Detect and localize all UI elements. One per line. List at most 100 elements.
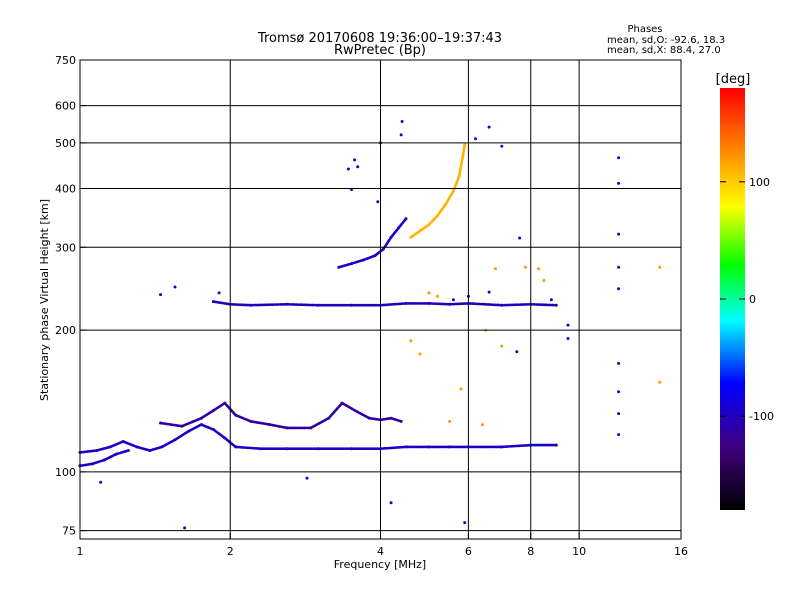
- echo-point: [418, 229, 422, 233]
- echo-point: [180, 424, 184, 428]
- y-tick-label: 200: [55, 324, 76, 337]
- echo-point: [617, 412, 621, 416]
- echo-point: [126, 449, 130, 452]
- echo-point: [617, 390, 621, 394]
- echo-point: [566, 337, 570, 340]
- echo-point: [549, 298, 553, 302]
- echo-point: [409, 339, 413, 343]
- echo-point: [554, 443, 558, 447]
- echo-point: [397, 226, 401, 230]
- series-trace-5: [409, 143, 466, 239]
- echo-point: [350, 447, 354, 451]
- echo-point: [435, 294, 439, 298]
- echo-point: [285, 426, 289, 430]
- echo-point: [285, 302, 289, 306]
- series-trace-4: [337, 217, 408, 269]
- echo-point: [404, 301, 408, 305]
- echo-point: [114, 452, 118, 456]
- echo-point: [389, 501, 393, 505]
- y-axis-ticks: 75 100 200 300 400 500 600 750: [55, 54, 86, 538]
- echo-point: [523, 265, 527, 269]
- y-tick-label: 400: [55, 182, 76, 195]
- colorbar-label: [deg]: [716, 72, 751, 87]
- chart-title: Tromsø 20170608 19:36:00–19:37:43: [257, 31, 502, 46]
- stats-line-x: mean, sd,X: 88.4, 27.0: [607, 45, 721, 56]
- echo-point: [542, 279, 546, 282]
- echo-point: [389, 235, 393, 239]
- x-tick-label: 6: [465, 545, 472, 558]
- stats-line-o: mean, sd,O: -92.6, 18.3: [607, 35, 725, 46]
- echo-point: [148, 449, 152, 452]
- echo-point: [480, 423, 484, 427]
- echo-point: [173, 285, 177, 289]
- x-tick-label: 16: [674, 545, 688, 558]
- echo-point: [249, 419, 253, 423]
- echo-point: [367, 416, 371, 420]
- echo-point: [448, 302, 451, 306]
- echo-point: [337, 265, 341, 269]
- colorbar-tick-label: 100: [749, 176, 770, 189]
- y-tick-label: 500: [55, 137, 76, 150]
- colorbar-tick-label: -100: [749, 410, 774, 423]
- series-trace-2: [159, 401, 403, 430]
- echo-point: [617, 156, 621, 160]
- echo-point: [211, 300, 215, 304]
- echo-point: [159, 421, 162, 425]
- echo-point: [234, 445, 238, 449]
- echo-point: [451, 189, 455, 193]
- echo-point: [353, 158, 357, 162]
- echo-point: [418, 352, 422, 356]
- chart-subtitle: RwPretec (Bp): [334, 43, 426, 58]
- echo-point: [404, 445, 408, 449]
- echo-point: [566, 323, 570, 327]
- echo-point: [658, 380, 662, 384]
- echo-point: [658, 265, 662, 269]
- echo-point: [99, 480, 103, 484]
- series-trace-3: [212, 300, 558, 307]
- echo-point: [463, 143, 467, 147]
- echo-point: [121, 440, 125, 443]
- x-axis-label: Frequency [MHz]: [334, 558, 426, 571]
- echo-point: [160, 445, 164, 449]
- echo-point: [404, 217, 408, 221]
- echo-point: [309, 426, 313, 430]
- echo-point: [427, 291, 431, 295]
- echo-point: [305, 476, 309, 480]
- echo-point: [187, 429, 191, 433]
- echo-point: [554, 303, 558, 307]
- echo-point: [451, 298, 455, 302]
- echo-point: [515, 350, 519, 354]
- echo-point: [316, 447, 320, 451]
- echo-point: [350, 303, 354, 307]
- echo-point: [461, 154, 465, 157]
- echo-point: [183, 526, 187, 530]
- stats-title: Phases: [627, 24, 662, 35]
- echo-point: [617, 287, 621, 291]
- echo-point: [199, 423, 203, 427]
- echo-point: [399, 133, 403, 137]
- grid-layer: [80, 60, 681, 539]
- x-tick-label: 1: [77, 545, 84, 558]
- echo-point: [159, 293, 162, 297]
- x-tick-label: 4: [377, 545, 384, 558]
- echo-point: [487, 290, 491, 294]
- echo-point: [285, 447, 289, 451]
- echo-point: [223, 436, 227, 440]
- y-tick-label: 75: [62, 525, 76, 538]
- echo-point: [444, 202, 448, 206]
- x-axis-ticks: 1 2 4 6 8 10 16: [77, 533, 688, 558]
- echo-point: [500, 344, 504, 348]
- echo-point: [381, 247, 385, 251]
- echo-point: [316, 303, 320, 307]
- echo-point: [389, 416, 393, 420]
- echo-point: [223, 401, 227, 405]
- echo-point: [518, 236, 522, 240]
- echo-point: [500, 303, 504, 307]
- echo-point: [173, 438, 177, 442]
- echo-point: [617, 361, 621, 365]
- echo-point: [427, 445, 431, 449]
- echo-point: [91, 462, 95, 466]
- echo-point: [500, 445, 504, 449]
- x-tick-label: 2: [227, 545, 234, 558]
